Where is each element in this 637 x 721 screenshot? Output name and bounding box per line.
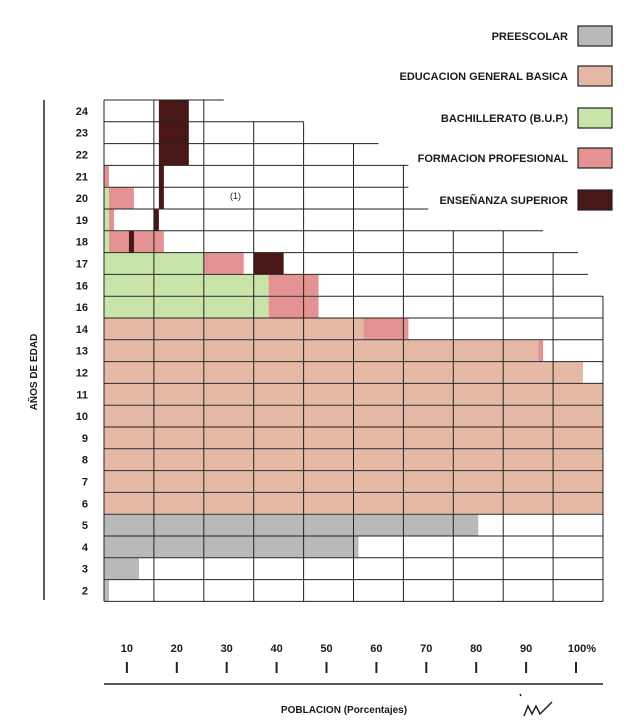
bar-segment-bachillerato-b-u-p- [104,231,109,253]
legend-swatch [577,107,613,129]
y-tick-label: 12 [76,368,88,380]
bar-segment-educacion-general-basica [104,362,584,383]
y-tick-label: 13 [76,346,88,358]
x-tick-label: 40 [270,643,282,655]
y-tick-label: 6 [82,498,88,510]
x-tick-label: 100% [568,643,596,655]
x-tick-label: 60 [370,643,382,655]
bar-segment-formacion-profesional [108,187,134,209]
dot-mark [519,693,522,697]
bar-segment-ensenanza-superior [158,100,189,122]
y-tick-label: 24 [76,106,89,118]
y-tick-label: 9 [82,433,88,445]
bar-segment-preescolar [104,536,359,558]
grid-layer [103,99,604,602]
bar-segment-formacion-profesional [108,231,164,253]
bar-segment-bachillerato-b-u-p- [104,296,269,318]
bar-segment-bachillerato-b-u-p- [104,274,269,296]
legend-swatch [577,189,613,211]
bar-segment-educacion-general-basica [104,318,364,340]
bar-segment-ensenanza-superior [158,165,164,188]
bar-segment-formacion-profesional [203,253,244,274]
x-tick-label: 80 [470,643,482,655]
x-tick-label: 30 [221,643,233,655]
y-tick-label: 19 [76,215,88,227]
bar-segment-preescolar [104,558,139,580]
x-tick-label: 90 [520,643,532,655]
y-tick-label: 4 [82,542,89,554]
y-tick-label: 7 [82,477,88,489]
bar-segment-preescolar [104,514,479,536]
bar-segment-formacion-profesional [538,340,544,362]
bar-segment-formacion-profesional [363,318,409,340]
legend-swatch [577,25,613,47]
bar-segment-ensenanza-superior [153,209,159,231]
legend-swatch [577,147,613,169]
legend-label: EDUCACION GENERAL BASICA [400,71,569,83]
bar-segment-formacion-profesional [104,165,109,187]
bar-segment-ensenanza-superior [253,252,284,275]
bar-segment-preescolar [104,580,109,601]
bar-segment-ensenanza-superior [158,143,189,166]
y-tick-label: 21 [76,171,88,183]
legend-label: ENSEÑANZA SUPERIOR [439,194,568,207]
y-tick-label: 17 [76,259,88,271]
x-tick-label: 50 [320,643,332,655]
y-axis-title: AÑOS DE EDAD [27,334,40,411]
bar-segment-bachillerato-b-u-p- [104,209,109,231]
x-tick-label: 70 [420,643,432,655]
x-tick-labels: 10 20 30 40 50 60 70 80 90 100% [121,643,596,673]
x-tick-label: 10 [121,643,133,655]
x-tick-label: 20 [171,643,183,655]
y-tick-label: 3 [82,564,88,576]
y-tick-label: 14 [76,324,89,336]
bar-segment-ensenanza-superior [158,121,189,144]
y-tick-label: 16 [76,280,88,292]
legend-label: FORMACION PROFESIONAL [418,153,569,165]
bar-segment-formacion-profesional [108,209,114,231]
x-axis-title: POBLACION (Porcentajes) [281,705,407,716]
y-tick-label: 20 [76,193,88,205]
bar-segment-ensenanza-superior [128,230,134,253]
signature-mark-icon [523,701,553,717]
y-tick-label: 8 [82,455,88,467]
legend-label: BACHILLERATO (B.U.P.) [441,113,568,125]
legend-label: PREESCOLAR [492,31,568,43]
bar-segment-formacion-profesional [268,274,319,296]
bar-segment-ensenanza-superior [158,187,164,209]
y-tick-label: 2 [82,586,88,598]
y-tick-label: 10 [76,411,88,423]
legend-swatch [577,65,613,87]
bar-segment-bachillerato-b-u-p- [104,187,109,209]
y-tick-label: 16 [76,302,88,314]
y-tick-label: 23 [76,128,88,140]
bar-segment-educacion-general-basica [104,340,539,362]
y-tick-label: 18 [76,237,88,249]
y-tick-label: 22 [76,150,88,162]
y-tick-label: 11 [76,389,88,401]
bar-segment-formacion-profesional [268,296,319,318]
annotation-label: (1) [230,191,241,201]
legend: PREESCOLAR EDUCACION GENERAL BASICA BACHIL… [400,25,613,211]
y-tick-label: 5 [82,520,88,532]
